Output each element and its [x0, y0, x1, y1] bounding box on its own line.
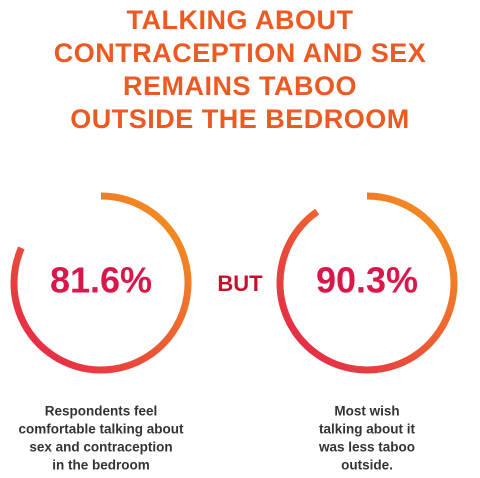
title-line: OUTSIDE THE BEDROOM: [70, 104, 410, 134]
caption-line: talking about it: [319, 422, 416, 437]
caption-line: sex and contraception: [29, 440, 172, 455]
connector: BUT: [217, 271, 263, 296]
caption-line: comfortable talking about: [18, 422, 184, 437]
caption-line: outside.: [341, 458, 393, 473]
caption-line: in the bedroom: [52, 458, 150, 473]
title-line: TALKING ABOUT: [127, 5, 354, 35]
gauge-arc: [10, 192, 192, 374]
gauge-arc: [276, 192, 458, 374]
caption-line: was less taboo: [318, 440, 415, 455]
gauge-value-label: 90.3%: [316, 260, 418, 301]
caption-line: Respondents feel: [45, 404, 158, 419]
gauge-value-label: 81.6%: [50, 260, 152, 301]
caption-line: Most wish: [334, 404, 399, 419]
title-line: REMAINS TABOO: [123, 71, 357, 101]
title-line: CONTRACEPTION AND SEX: [54, 38, 427, 68]
